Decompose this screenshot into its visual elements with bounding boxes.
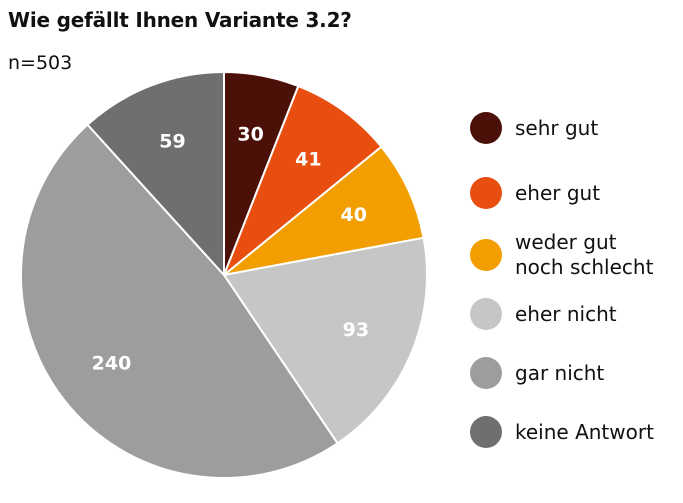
pie-slices: [20, 71, 428, 479]
pie-slice-keine-antwort: [86, 71, 225, 276]
legend-swatch-weder-gut-noch-schlecht: [470, 239, 502, 271]
pie-slice-eher-gut: [223, 85, 383, 276]
legend-label-eher-gut: eher gut: [515, 180, 601, 205]
legend-item-eher-nicht: eher nicht: [470, 298, 665, 330]
legend-label-keine-antwort: keine Antwort: [515, 419, 654, 444]
slice-value-keine-antwort: 59: [159, 131, 185, 153]
sample-size: n=503: [8, 52, 73, 74]
slice-value-sehr-gut: 30: [237, 124, 263, 146]
legend-swatch-gar-nicht: [470, 357, 502, 389]
legend-swatch-sehr-gut: [470, 112, 502, 144]
slice-value-eher-gut: 41: [295, 149, 321, 171]
legend-item-sehr-gut: sehr gut: [470, 112, 665, 144]
pie-slice-gar-nicht: [20, 123, 339, 479]
legend-item-weder-gut-noch-schlecht: weder gut noch schlecht: [470, 230, 665, 280]
pie-slice-eher-nicht: [223, 236, 428, 445]
legend-label-gar-nicht: gar nicht: [515, 360, 605, 385]
legend-label-eher-nicht: eher nicht: [515, 301, 617, 326]
slice-value-weder-gut-noch-schlecht: 40: [341, 204, 367, 226]
legend-item-keine-antwort: keine Antwort: [470, 416, 665, 448]
legend-item-eher-gut: eher gut: [470, 177, 665, 209]
legend-swatch-keine-antwort: [470, 416, 502, 448]
chart-title: Wie gefällt Ihnen Variante 3.2?: [8, 8, 352, 32]
legend-item-gar-nicht: gar nicht: [470, 357, 665, 389]
legend-swatch-eher-gut: [470, 177, 502, 209]
legend-swatch-eher-nicht: [470, 298, 502, 330]
legend-label-weder-gut-noch-schlecht: weder gut noch schlecht: [515, 230, 654, 279]
slice-value-eher-nicht: 93: [343, 319, 369, 341]
slice-labels: 30 41 40 93 240 59: [92, 124, 369, 375]
pie-slice-weder-gut-noch-schlecht: [223, 145, 425, 276]
slice-value-gar-nicht: 240: [92, 352, 132, 374]
legend-label-sehr-gut: sehr gut: [515, 115, 599, 140]
